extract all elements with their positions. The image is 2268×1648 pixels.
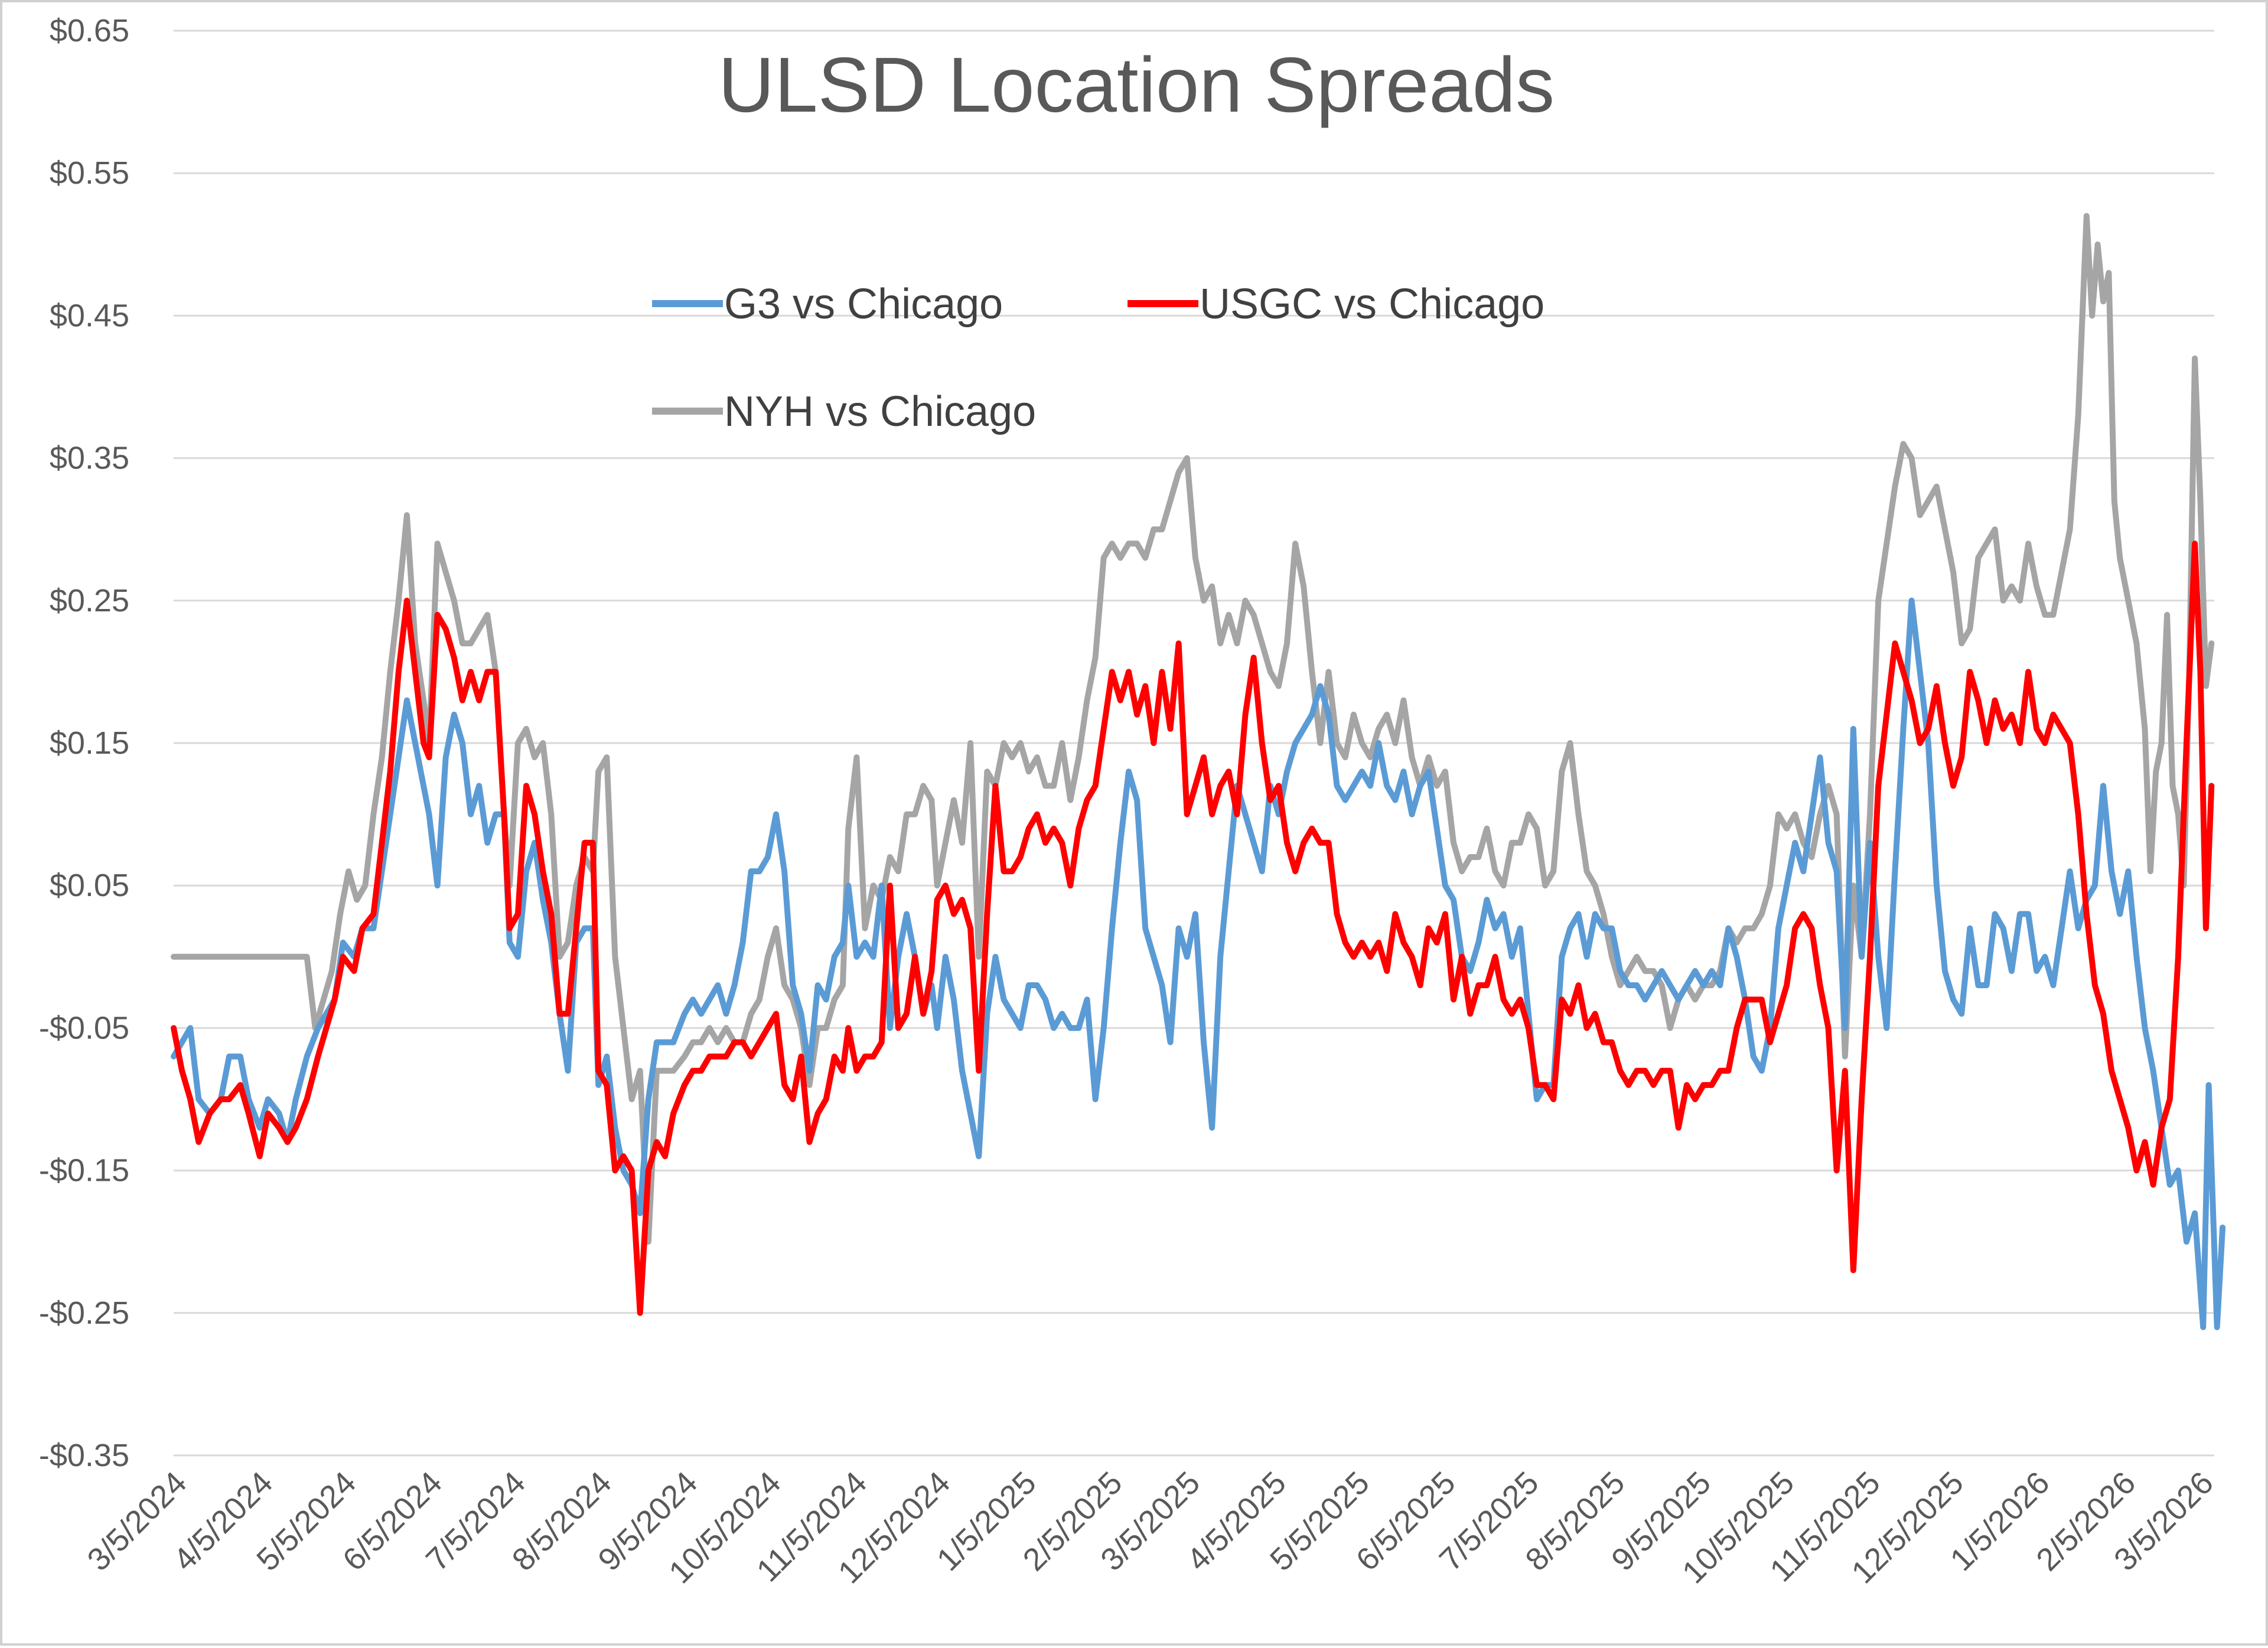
gridlines (174, 30, 2214, 1457)
x-axis-tick-labels: 3/5/20244/5/20245/5/20246/5/20247/5/2024… (80, 1465, 2220, 1590)
series-line-g3 (171, 597, 2226, 1330)
y-tick-label: $0.45 (50, 298, 129, 333)
series-line-usgc (171, 540, 2215, 1316)
y-axis-tick-labels: -$0.35 -$0.25 -$0.15 -$0.05 $0.05 $0.15 $0.25 $… (39, 13, 129, 1473)
chart-title: ULSD Location Spreads (718, 41, 1555, 128)
legend-label-usgc: USGC vs Chicago (1200, 281, 1544, 328)
y-tick-label: $0.35 (50, 441, 129, 476)
y-tick-label: $0.55 (50, 155, 129, 191)
y-tick-label: -$0.05 (39, 1010, 129, 1046)
y-tick-label: -$0.25 (39, 1295, 129, 1331)
legend-label-g3: G3 vs Chicago (724, 281, 1003, 328)
legend-label-nyh: NYH vs Chicago (724, 388, 1036, 435)
y-tick-label: $0.65 (50, 13, 129, 48)
y-tick-label: -$0.35 (39, 1438, 129, 1473)
y-tick-label: $0.15 (50, 725, 129, 761)
y-tick-label: -$0.15 (39, 1153, 129, 1188)
legend: G3 vs Chicago USGC vs Chicago NYH vs Chi… (652, 281, 1544, 435)
series-lines (171, 213, 2226, 1330)
y-tick-label: $0.05 (50, 868, 129, 903)
y-tick-label: $0.25 (50, 583, 129, 618)
